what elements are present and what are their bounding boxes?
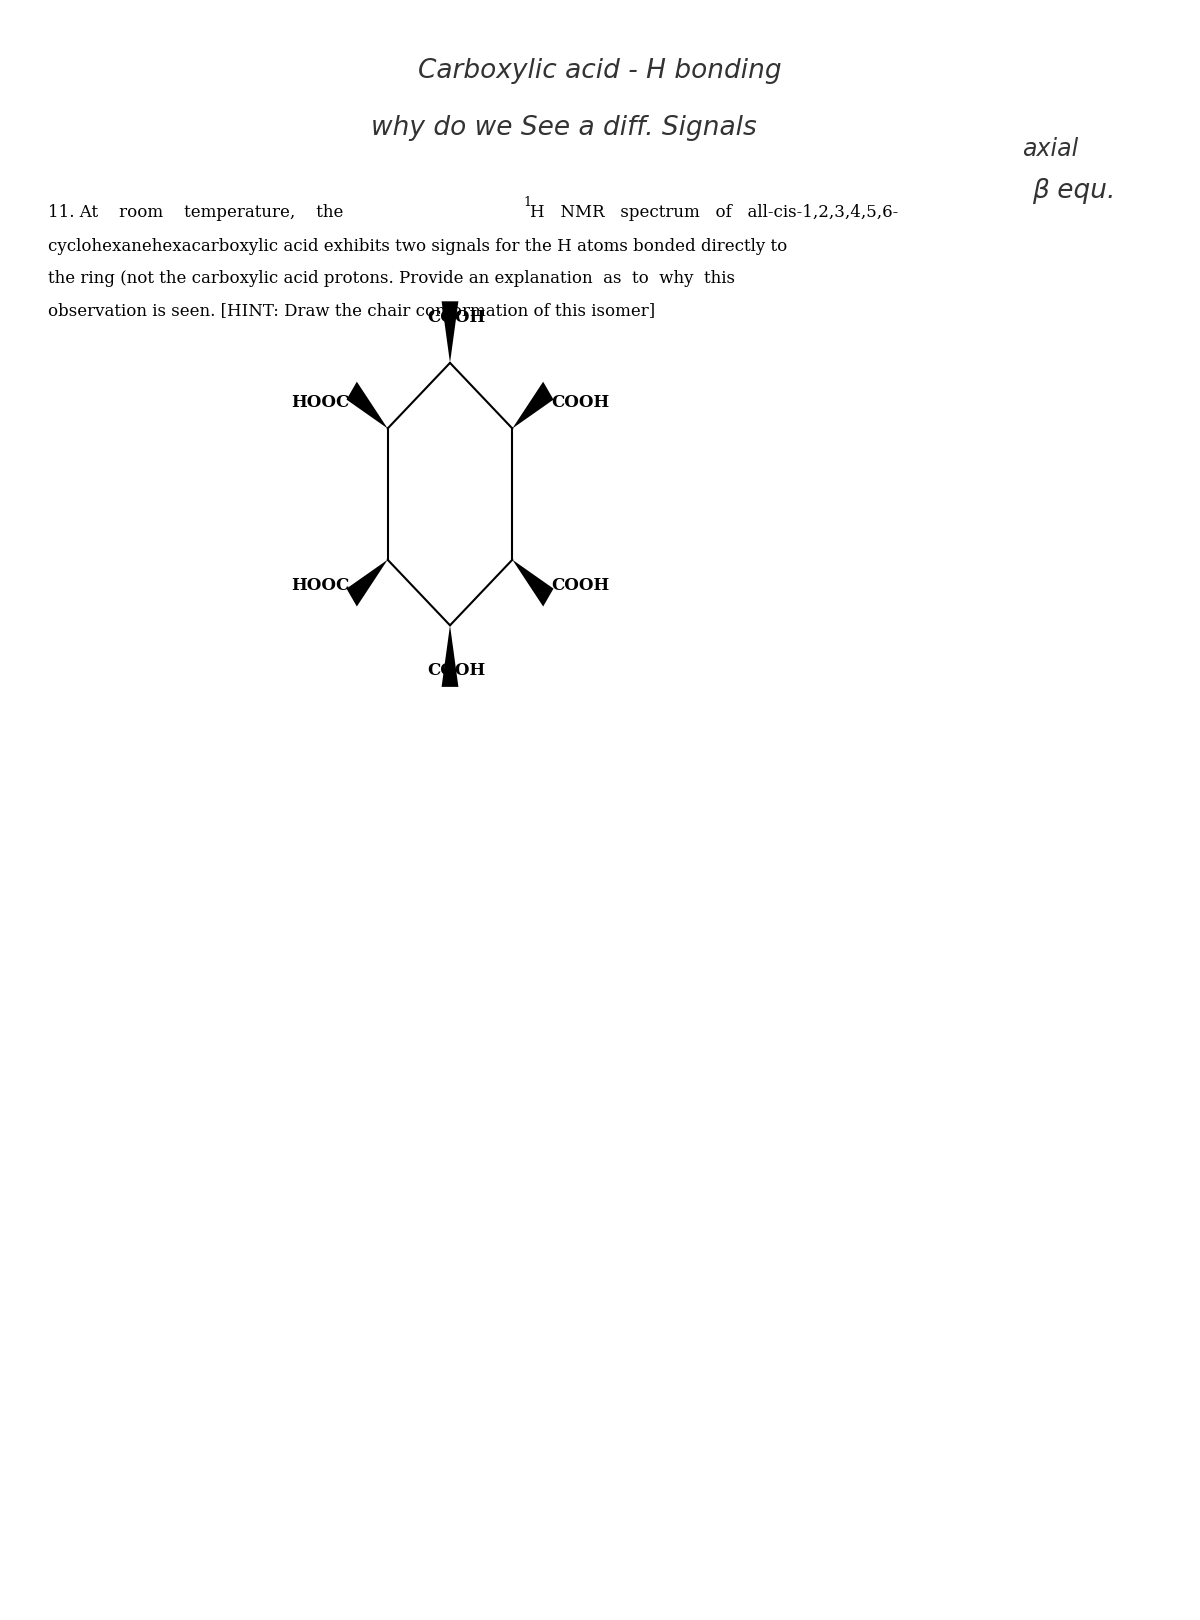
- Text: axial: axial: [1022, 138, 1078, 160]
- Polygon shape: [347, 382, 388, 429]
- Text: COOH: COOH: [427, 309, 485, 326]
- Text: Carboxylic acid - H bonding: Carboxylic acid - H bonding: [418, 58, 782, 84]
- Polygon shape: [512, 382, 553, 429]
- Text: COOH: COOH: [427, 663, 485, 679]
- Text: COOH: COOH: [551, 577, 610, 595]
- Polygon shape: [347, 561, 388, 606]
- Text: 1: 1: [523, 196, 532, 209]
- Text: why do we See a diff. Signals: why do we See a diff. Signals: [371, 115, 757, 141]
- Text: H   NMR   spectrum   of   all-cis-1,2,3,4,5,6-: H NMR spectrum of all-cis-1,2,3,4,5,6-: [530, 204, 899, 220]
- Polygon shape: [442, 301, 458, 363]
- Text: COOH: COOH: [551, 394, 610, 411]
- Text: the ring (not the carboxylic acid protons. Provide an explanation  as  to  why  : the ring (not the carboxylic acid proton…: [48, 271, 734, 287]
- Polygon shape: [512, 561, 553, 606]
- Text: HOOC: HOOC: [290, 577, 349, 595]
- Text: observation is seen. [HINT: Draw the chair conformation of this isomer]: observation is seen. [HINT: Draw the cha…: [48, 303, 655, 319]
- Text: β equ.: β equ.: [1032, 178, 1116, 204]
- Polygon shape: [442, 625, 458, 687]
- Text: cyclohexanehexacarboxylic acid exhibits two signals for the H atoms bonded direc: cyclohexanehexacarboxylic acid exhibits …: [48, 238, 787, 254]
- Text: 11. At    room    temperature,    the: 11. At room temperature, the: [48, 204, 343, 220]
- Text: HOOC: HOOC: [290, 394, 349, 411]
